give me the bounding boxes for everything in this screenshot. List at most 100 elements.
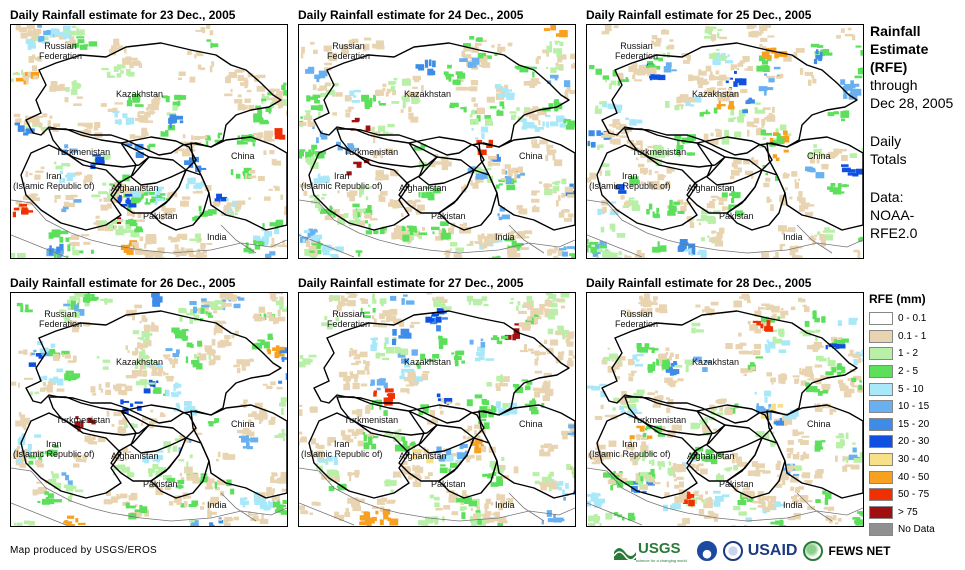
- rainfall-cell: [649, 450, 654, 456]
- rainfall-cell: [70, 234, 80, 240]
- rainfall-cell: [72, 326, 79, 333]
- rainfall-cell: [679, 94, 689, 98]
- rainfall-cell: [552, 153, 556, 161]
- rainfall-cell: [128, 96, 131, 101]
- rainfall-cell: [839, 439, 845, 443]
- rainfall-cell: [471, 97, 476, 102]
- rainfall-cell: [725, 80, 729, 84]
- legend-label: 50 - 75: [898, 489, 930, 501]
- rainfall-cell: [49, 85, 56, 92]
- rainfall-cell: [705, 497, 712, 504]
- rainfall-cell: [184, 406, 190, 412]
- rainfall-cell: [177, 479, 185, 485]
- rainfall-cell: [39, 387, 46, 392]
- rainfall-cell: [74, 304, 79, 312]
- country-border: [601, 310, 858, 424]
- rainfall-cell: [549, 121, 559, 127]
- rainfall-cell: [102, 154, 109, 160]
- rainfall-cell: [306, 112, 310, 116]
- rainfall-cell: [737, 167, 742, 173]
- rainfall-cell: [477, 234, 482, 240]
- rainfall-cell: [716, 451, 724, 458]
- rainfall-cell: [410, 321, 420, 325]
- rainfall-cell: [504, 84, 509, 90]
- rainfall-cell: [119, 493, 128, 499]
- rainfall-cell: [619, 184, 625, 191]
- rainfall-cell: [762, 137, 766, 140]
- rainfall-cell: [198, 136, 208, 139]
- rainfall-cell: [766, 495, 770, 502]
- rainfall-cell: [466, 243, 474, 246]
- rainfall-cell: [438, 455, 447, 462]
- rainfall-cell: [768, 505, 775, 510]
- usgs-tagline: science for a changing world: [636, 557, 687, 563]
- rainfall-cell: [777, 474, 781, 478]
- country-label-pakistan: Pakistan: [431, 211, 466, 221]
- rainfall-cell: [599, 101, 607, 105]
- rainfall-cell: [807, 472, 810, 476]
- rainfall-cell: [493, 233, 503, 237]
- rainfall-cell: [603, 136, 612, 140]
- rainfall-cell: [456, 497, 465, 503]
- rainfall-cell: [477, 346, 485, 352]
- rainfall-cell: [388, 393, 395, 399]
- rainfall-cell: [775, 420, 784, 426]
- rainfall-cell: [663, 66, 672, 73]
- rainfall-cell: [541, 403, 545, 408]
- rainfall-cell: [619, 135, 628, 138]
- rainfall-cell: [635, 157, 639, 161]
- rainfall-cell: [228, 71, 238, 78]
- rainfall-cell: [136, 226, 143, 230]
- rainfall-cell: [506, 184, 516, 191]
- rainfall-cell: [594, 458, 602, 464]
- rainfall-cell: [763, 132, 773, 136]
- rainfall-cell: [731, 169, 740, 176]
- rainfall-cell: [315, 203, 321, 208]
- country-label-turkmenistan: Turkmenistan: [344, 147, 399, 157]
- rainfall-cell: [438, 335, 441, 339]
- usgs-logo-text: USGS: [638, 539, 681, 557]
- rainfall-cell: [602, 254, 609, 258]
- rainfall-cell: [178, 485, 182, 489]
- rainfall-cell: [147, 382, 155, 385]
- rainfall-cell: [349, 293, 358, 296]
- rainfall-cell: [501, 456, 505, 461]
- rainfall-cell: [840, 385, 849, 392]
- rainfall-cell: [63, 32, 72, 39]
- rainfall-cell: [267, 92, 274, 96]
- rainfall-cell: [612, 138, 621, 145]
- rainfall-cell: [838, 149, 843, 154]
- rainfall-cell: [405, 94, 411, 97]
- rainfall-cell: [49, 115, 53, 119]
- rainfall-cell: [107, 224, 113, 228]
- rainfall-cell: [125, 375, 135, 379]
- rainfall-cell: [34, 391, 40, 394]
- rainfall-cell: [509, 301, 514, 305]
- rainfall-cell: [411, 454, 420, 460]
- rainfall-cell: [673, 201, 680, 205]
- rainfall-cell: [523, 344, 528, 350]
- rainfall-cell: [844, 464, 853, 467]
- rainfall-cell: [628, 376, 634, 382]
- rainfall-cell: [27, 71, 31, 78]
- rainfall-cell: [38, 457, 42, 460]
- rainfall-cell: [614, 365, 620, 370]
- rainfall-cell: [258, 241, 265, 247]
- rainfall-cell: [534, 190, 540, 193]
- rainfall-cell: [546, 50, 549, 57]
- rainfall-cell: [794, 432, 797, 435]
- rainfall-cell: [639, 347, 649, 353]
- rainfall-cell: [587, 140, 590, 147]
- rainfall-cell: [212, 43, 219, 48]
- rainfall-cell: [53, 482, 62, 490]
- rainfall-cell: [280, 476, 287, 483]
- rainfall-cell: [178, 459, 185, 462]
- rainfall-cell: [147, 332, 153, 336]
- rainfall-cell: [394, 434, 401, 439]
- rainfall-cell: [209, 499, 215, 506]
- country-label-kazakhstan: Kazakhstan: [404, 89, 452, 99]
- rainfall-cell: [819, 233, 825, 241]
- rainfall-cell: [382, 83, 387, 88]
- rainfall-cell: [386, 315, 393, 322]
- rainfall-cell: [625, 200, 632, 207]
